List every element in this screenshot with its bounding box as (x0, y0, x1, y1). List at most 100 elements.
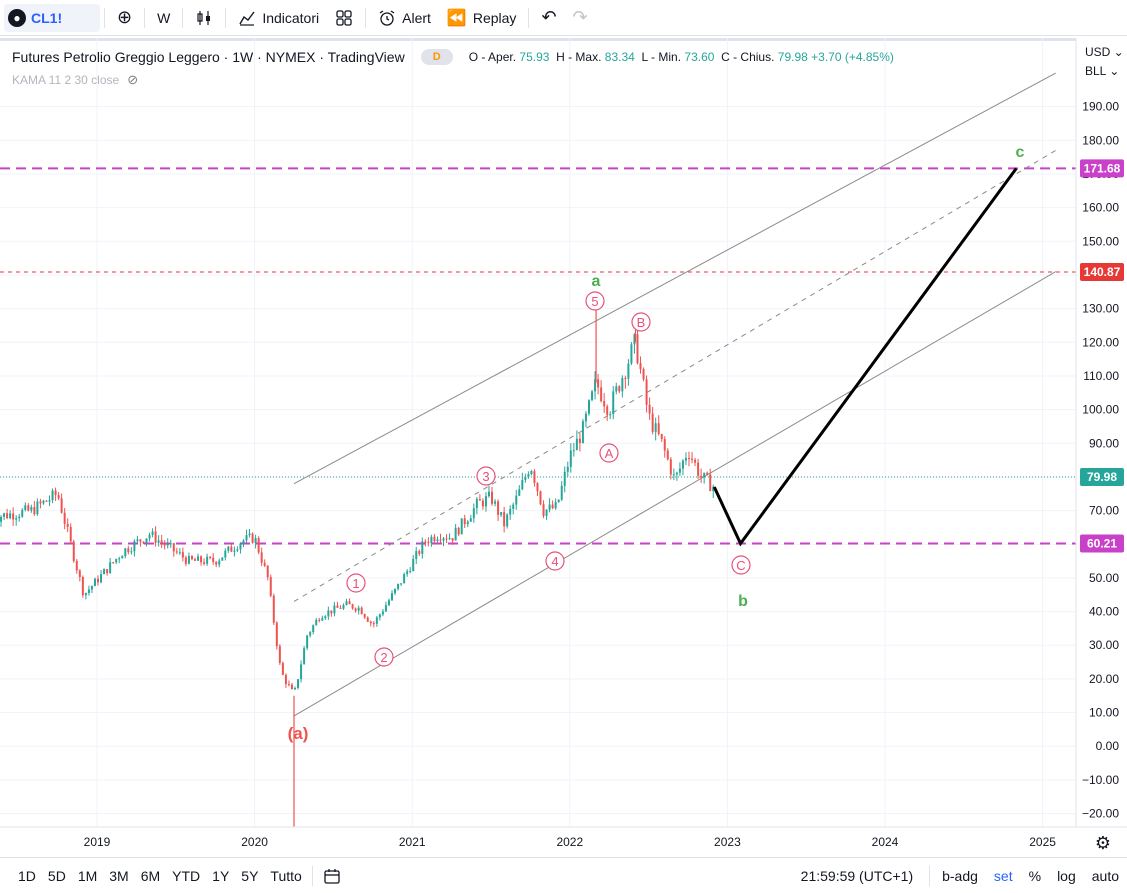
candle-body (518, 489, 521, 496)
candle-body (636, 334, 639, 364)
candle-body (318, 619, 321, 621)
candle-body (306, 635, 309, 649)
candle-body (84, 593, 87, 596)
range-button[interactable]: 3M (109, 867, 129, 884)
price-chart[interactable]: 1 2 3 4 5 A B C (a) a b c 190.00 180.00 1 70.00 160.00 1… (0, 38, 1127, 857)
redo-icon: ↷ (572, 7, 588, 27)
range-button[interactable]: 5Y (241, 867, 259, 884)
candle-body (303, 648, 306, 665)
candle-body (424, 541, 427, 543)
price-tick: 10.00 (1089, 706, 1119, 720)
range-button[interactable]: Tutto (270, 867, 302, 884)
candle-body (600, 387, 603, 402)
plus-circle-icon: ⊕ (117, 7, 133, 27)
candles (0, 306, 715, 857)
candle-body (433, 536, 436, 542)
range-button[interactable]: 1D (18, 867, 36, 884)
elliott-wave-labels: 1 2 3 4 5 A B C (a) a b c (288, 144, 1025, 743)
candle-body (642, 369, 645, 380)
candle-body (148, 534, 151, 539)
candle-body (524, 476, 527, 480)
price-axis[interactable]: 190.00180.00170.00160.00150.00140.00130.… (1075, 38, 1127, 857)
legend-title: Futures Petrolio Greggio Leggero · 1W · … (12, 49, 405, 65)
scale-option[interactable]: auto (1091, 868, 1119, 884)
wave-label-w1: 1 (352, 576, 359, 591)
range-button[interactable]: 6M (140, 867, 161, 884)
price-tick: 20.00 (1089, 672, 1119, 686)
candle-body (533, 471, 536, 483)
goto-date-button[interactable] (317, 866, 347, 884)
range-button[interactable]: 5D (47, 867, 66, 884)
scale-options: b-adg set% log auto (934, 868, 1127, 884)
channel-median-line (293, 149, 1056, 602)
indicators-button[interactable]: Indicatori (230, 4, 327, 32)
compare-add-button[interactable]: ⊕ (109, 4, 140, 32)
candle-body (381, 611, 384, 615)
wave-label-w3: 3 (482, 469, 489, 484)
settings-gear-icon[interactable]: ⚙ (1095, 833, 1111, 853)
candle-body (215, 561, 218, 565)
wave-label-a: a (592, 273, 601, 290)
price-level-label-bg (1080, 263, 1124, 282)
interval-button[interactable]: W (149, 4, 178, 32)
candle-body (451, 538, 454, 541)
candle-body (127, 548, 130, 553)
undo-button[interactable]: ↶ (533, 4, 564, 32)
candle-body (572, 450, 575, 452)
candle-body (187, 555, 190, 564)
candle-body (121, 556, 124, 559)
price-tick: 190.00 (1082, 100, 1119, 114)
candle-body (366, 617, 369, 622)
indicators-label: Indicatori (262, 9, 320, 26)
templates-button[interactable] (327, 4, 361, 32)
scale-option[interactable]: set (993, 868, 1013, 884)
candle-body (418, 551, 421, 554)
toolbar-divider (144, 7, 146, 28)
range-button[interactable]: YTD (172, 867, 201, 884)
scale-option[interactable]: % (1028, 868, 1042, 884)
candle-body (409, 571, 412, 573)
chart-type-button[interactable] (187, 4, 221, 32)
scale-option[interactable]: b-adg (942, 868, 978, 884)
candle-body (697, 462, 700, 476)
candle-body (333, 605, 336, 614)
candle-body (530, 471, 533, 475)
open-label: O - Aper. (468, 50, 517, 64)
candle-body (21, 509, 24, 517)
scale-option[interactable]: log (1057, 868, 1076, 884)
price-tick: 130.00 (1082, 302, 1119, 316)
symbol-search-button[interactable]: ● CL1! (4, 3, 100, 32)
trend-channel (293, 72, 1056, 717)
indicator-legend[interactable]: KAMA 11 2 30 close ⊘ (12, 72, 138, 88)
unit-selector[interactable]: BLL ⌄ (1085, 64, 1119, 78)
candle-body (203, 562, 206, 564)
candle-body (178, 552, 181, 554)
bottom-toolbar: 1D 5D 1M 3M 6M YTD 1Y 5Y Tutto 21:59:59 (UTC+1) … (0, 857, 1127, 893)
hidden-eye-icon[interactable]: ⊘ (127, 72, 139, 87)
candle-body (560, 485, 563, 500)
candle-body (403, 574, 406, 584)
symbol-label: CL1! (31, 9, 63, 26)
range-button[interactable]: 1M (77, 867, 98, 884)
candle-body (624, 378, 627, 380)
candle-body (297, 679, 300, 688)
replay-button[interactable]: ⏪ Replay (439, 4, 525, 32)
candle-body (103, 569, 106, 575)
range-button[interactable]: 1Y (212, 867, 230, 884)
price-tick: 110.00 (1083, 369, 1119, 383)
candle-body (684, 458, 687, 461)
candle-body (669, 459, 672, 475)
candle-body (594, 379, 597, 392)
alert-button[interactable]: Alert (370, 4, 439, 32)
wave-circle-marker (476, 466, 496, 486)
time-axis[interactable]: 2019 2020 2021 2022 2023 2024 2025 ⚙ (0, 826, 1127, 857)
currency-selector[interactable]: USD ⌄ (1085, 45, 1124, 59)
dividends-badge[interactable]: D (420, 49, 453, 65)
candle-body (151, 531, 154, 535)
candle-body (269, 577, 272, 596)
candle-body (115, 558, 118, 563)
clock-timezone[interactable]: 21:59:59 (UTC+1) (800, 868, 914, 884)
time-tick: 2022 (556, 835, 583, 849)
wave-label-wB: B (637, 315, 646, 330)
redo-button[interactable]: ↷ (565, 4, 596, 32)
